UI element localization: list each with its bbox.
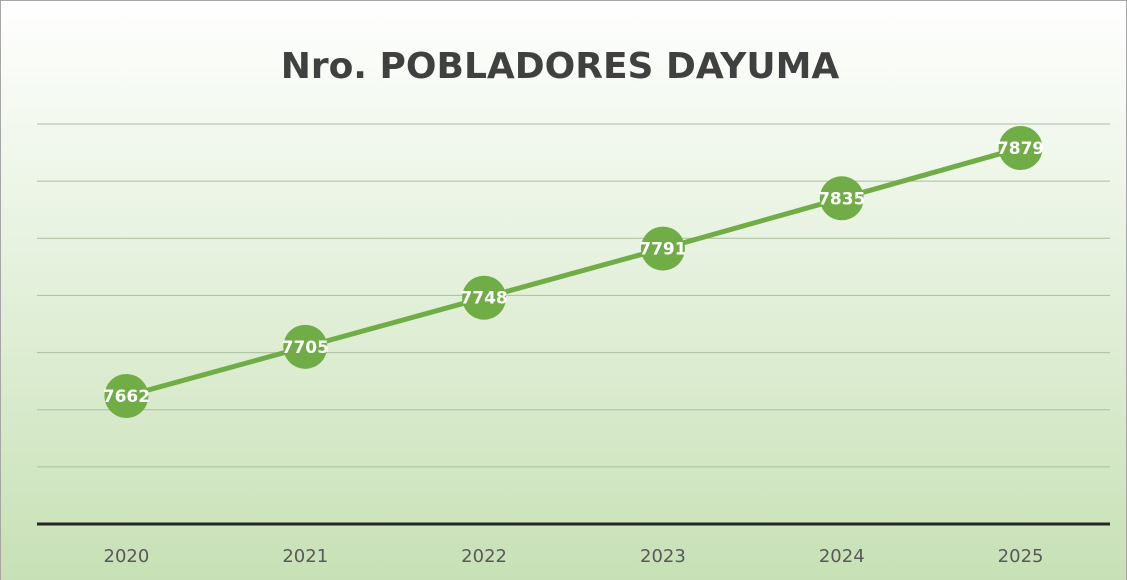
data-label: 7879 xyxy=(997,139,1044,159)
data-point xyxy=(819,176,864,221)
x-tick-label: 2025 xyxy=(998,546,1044,567)
data-point xyxy=(462,275,507,320)
data-point xyxy=(640,226,685,271)
data-label: 7662 xyxy=(103,387,150,407)
data-label: 7705 xyxy=(282,338,329,358)
data-point xyxy=(104,374,149,418)
data-label: 7791 xyxy=(639,240,686,260)
data-line xyxy=(125,145,1022,399)
data-point xyxy=(283,324,328,369)
data-point xyxy=(998,126,1043,170)
data-label: 7835 xyxy=(818,189,865,209)
x-tick-label: 2022 xyxy=(461,546,507,567)
x-tick-label: 2020 xyxy=(104,546,150,567)
x-tick-label: 2024 xyxy=(819,546,865,567)
chart-title: Nro. POBLADORES DAYUMA xyxy=(281,46,840,87)
x-tick-label: 2023 xyxy=(640,546,686,567)
data-label: 7748 xyxy=(460,289,507,309)
x-tick-label: 2021 xyxy=(282,546,328,567)
